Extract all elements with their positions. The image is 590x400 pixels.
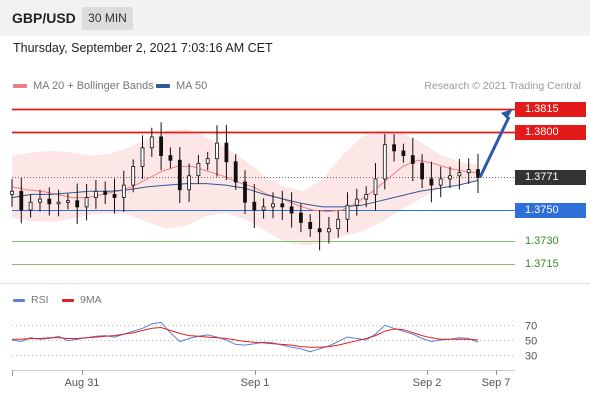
candle [448,166,452,188]
chart-datetime: Thursday, September 2, 2021 7:03:16 AM C… [13,41,273,55]
candle [38,189,42,212]
candle [168,147,173,169]
x-tick-label: Sep 1 [241,377,270,389]
level-label-last_price: 1.3771 [515,170,586,185]
candle [94,180,98,209]
candle [121,170,126,212]
x-tick-label: Sep 7 [482,377,511,389]
rsi-tick-label: 50 [525,336,537,348]
candle [410,137,415,182]
level-label-support: 1.3730 [525,235,559,247]
candle [56,189,61,217]
candle [159,122,164,171]
ma50-legend-label: MA 50 [176,80,208,92]
ma20-legend-swatch [13,84,27,89]
candle [457,158,462,190]
candle [401,143,406,163]
rsi-legend-swatch [13,298,25,302]
ma9-line [12,326,479,348]
candle [205,151,210,171]
candle [317,210,322,251]
candle [140,135,145,179]
rsi-tick-label: 30 [525,351,537,363]
candle [196,154,201,185]
candle [308,214,313,237]
candle [261,198,266,219]
symbol-title: GBP/USD [12,10,76,26]
candle [10,179,14,207]
level-label-support: 1.3715 [525,258,559,270]
candle [476,153,480,193]
research-credit: Research © 2021 Trading Central [424,80,581,92]
rsi-legend: RSI [13,294,49,306]
candle [420,154,425,189]
candle [345,192,350,233]
candle [19,178,24,224]
candle [224,124,229,181]
projection-arrowhead [501,108,513,119]
candle [336,210,341,238]
x-tick-label: Aug 31 [65,377,100,389]
x-tick-label: Sep 2 [413,377,442,389]
rsi-line [11,321,479,353]
timeframe-button[interactable]: 30 MIN [82,7,133,30]
header-bar: GBP/USD 30 MIN [0,0,590,36]
rsi-legend-label: RSI [31,294,49,306]
candle [187,163,192,203]
ma50-legend-swatch [156,84,170,89]
candle [215,125,219,177]
candle [354,188,359,216]
projection-arrow [478,116,511,178]
candle [243,170,247,214]
ma9-legend-label: 9MA [80,294,102,306]
ma9-legend-swatch [62,298,74,302]
candle [233,154,238,190]
candle [66,193,70,210]
ma50-legend: MA 50 [156,80,207,92]
ma20-legend-label: MA 20 + Bollinger Bands [33,80,154,92]
candle [466,158,471,184]
candle [298,203,303,233]
candle [177,147,182,203]
candle [103,181,108,205]
candle [75,183,80,224]
ma9-legend: 9MA [62,294,102,306]
candle [112,178,117,214]
candle [289,192,294,228]
candle [438,166,443,198]
candle [373,163,378,211]
candle [149,127,154,157]
candle [326,216,331,244]
level-label-pivot: 1.3750 [515,203,586,218]
candle [271,192,275,219]
level-label-resistance: 1.3815 [515,102,586,117]
candle [47,187,52,216]
level-label-resistance: 1.3800 [515,125,586,140]
rsi-tick-label: 70 [525,321,537,333]
candle [84,184,89,221]
candle [252,184,257,229]
candle [280,190,285,220]
candle [392,134,397,162]
candle [382,134,387,190]
candle [429,161,434,203]
candle [28,194,33,218]
ma20-legend: MA 20 + Bollinger Bands [13,80,154,92]
candle [364,186,369,208]
candle [131,159,136,193]
